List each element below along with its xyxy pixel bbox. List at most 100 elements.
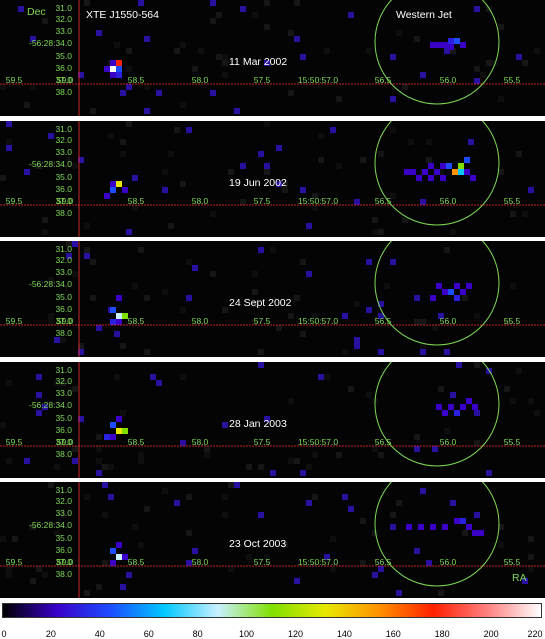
emission-pixel [478,530,484,536]
noise-pixel [252,301,258,307]
noise-pixel [132,175,138,181]
noise-pixel [354,343,360,349]
noise-pixel [474,440,480,446]
noise-pixel [72,241,78,247]
noise-pixel [30,578,36,584]
ra-tick-label: 57.5 [253,196,271,206]
noise-pixel [534,410,540,416]
dec-tick-label: 35.0 [55,172,72,182]
noise-pixel [138,452,144,458]
noise-pixel [414,446,420,452]
noise-pixel [192,548,198,554]
observation-date: 23 Oct 2003 [229,538,287,550]
emission-pixel [452,169,458,175]
noise-pixel [186,530,192,536]
ra-tick-label: 55.5 [503,196,521,206]
noise-pixel [378,78,384,84]
dec-tick-label: 33.0 [55,147,72,157]
emission-pixel [448,44,454,50]
noise-pixel [264,0,270,6]
noise-pixel [222,72,228,78]
emission-pixel [110,66,116,72]
noise-pixel [264,169,270,175]
noise-pixel [522,578,528,584]
emission-pixel [116,66,122,72]
noise-pixel [216,12,222,18]
noise-pixel [516,54,522,60]
noise-pixel [78,72,84,78]
observation-date: 19 Jun 2002 [229,177,287,189]
emission-pixel [460,42,466,48]
noise-pixel [318,133,324,139]
ra-tick-label: 59.0 [56,196,74,206]
noise-pixel [270,247,276,253]
dec-tick-label: 36.0 [55,304,72,314]
noise-pixel [120,90,126,96]
jet-region-circle [374,362,500,467]
ra-tick-label: 56.0 [439,75,457,85]
noise-pixel [186,127,192,133]
colorbar-tick-label: 60 [143,629,154,639]
noise-pixel [0,175,6,181]
noise-pixel [72,446,78,452]
noise-pixel [438,590,444,596]
noise-pixel [72,458,78,464]
noise-pixel [210,271,216,277]
ra-tick-label: 59.0 [56,557,74,567]
noise-pixel [54,464,60,470]
noise-pixel [444,349,450,355]
noise-pixel [432,325,438,331]
ra-tick-label: 56.0 [439,196,457,206]
noise-pixel [366,259,372,265]
noise-pixel [336,452,342,458]
noise-pixel [210,18,216,24]
noise-pixel [264,416,270,422]
noise-pixel [474,512,480,518]
noise-pixel [84,590,90,596]
colorbar-tick-label: 120 [287,629,303,639]
noise-pixel [90,295,96,301]
noise-pixel [354,337,360,343]
emission-pixel [440,163,446,169]
observation-date: 11 Mar 2002 [229,56,288,68]
noise-pixel [360,518,366,524]
ra-tick-label: 15:50:57.0 [297,75,339,85]
dec-tick-label: 33.0 [55,267,72,277]
noise-pixel [294,295,300,301]
emission-pixel [116,542,122,548]
ra-tick-label: 59.5 [5,75,23,85]
emission-pixel [448,289,454,295]
noise-pixel [306,464,312,470]
noise-pixel [360,560,366,566]
noise-pixel [510,283,516,289]
emission-pixel [110,72,116,78]
ra-tick-label: 56.0 [439,316,457,326]
noise-pixel [72,271,78,277]
noise-pixel [66,241,72,247]
emission-pixel [460,518,466,524]
noise-pixel [90,259,96,265]
noise-pixel [294,458,300,464]
dec-tick-label: 32.0 [55,376,72,386]
noise-pixel [504,319,510,325]
emission-pixel [428,163,434,169]
noise-pixel [330,566,336,572]
noise-pixel [378,151,384,157]
noise-pixel [84,253,90,259]
emission-pixel [116,416,122,422]
ra-tick-label: 58.0 [191,437,209,447]
noise-pixel [234,108,240,114]
noise-pixel [300,259,306,265]
emission-pixel [454,410,460,416]
dec-tick-label: 38.0 [55,87,72,97]
noise-pixel [36,410,42,416]
noise-pixel [474,6,480,12]
noise-pixel [474,66,480,72]
noise-pixel [30,524,36,530]
noise-pixel [444,48,450,54]
emission-pixel [110,422,116,428]
noise-pixel [180,440,186,446]
emission-pixel [446,163,452,169]
dec-tick-label: 37.0 [55,437,72,447]
ra-tick-label: 56.5 [374,557,392,567]
